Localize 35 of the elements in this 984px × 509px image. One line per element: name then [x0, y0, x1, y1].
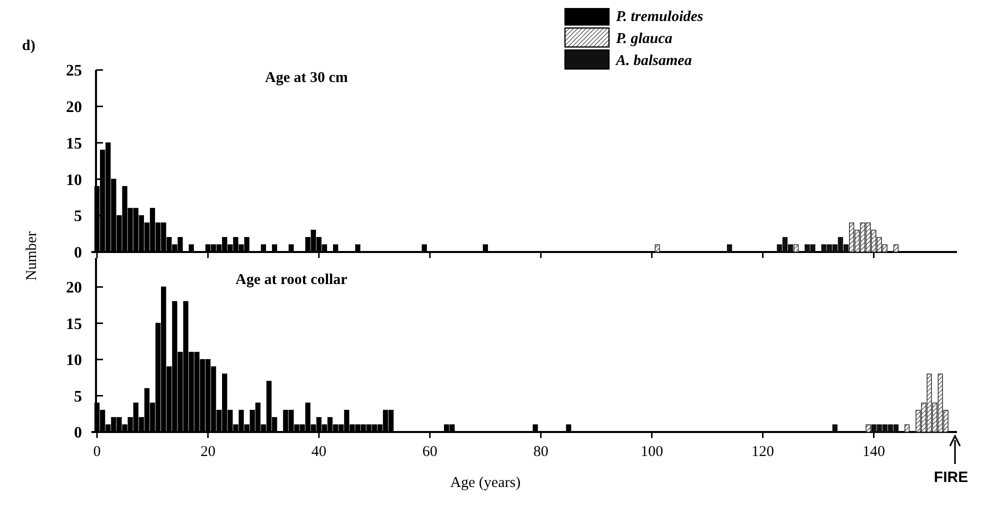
y-tick-label: 0 [74, 424, 82, 442]
x-tick-label: 0 [93, 444, 101, 460]
x-tick-label: 40 [311, 444, 326, 460]
y-tick-label: 25 [66, 62, 82, 80]
text: d) [22, 38, 36, 54]
y-tick-label: 5 [74, 388, 82, 406]
chart-title: Age at 30 cm [265, 70, 348, 86]
x-tick-label: 20 [200, 444, 216, 460]
y-tick-label: 10 [66, 172, 82, 189]
y-axis-title: Number [24, 231, 40, 281]
x-tick-label: 120 [752, 444, 774, 460]
y-tick-label: 10 [66, 352, 82, 370]
legend-label: P. tremuloides [616, 9, 704, 25]
bar [832, 424, 838, 432]
text: FIRE [934, 469, 968, 486]
x-tick-label: 60 [422, 444, 438, 460]
bar [866, 424, 871, 432]
y-tick-label: 5 [74, 208, 82, 226]
y-tick-label: 15 [66, 135, 82, 152]
text: Age at root collar [236, 272, 348, 288]
bar [654, 244, 660, 252]
x-tick-label: 100 [640, 444, 664, 460]
bar [726, 244, 732, 252]
bar [893, 244, 899, 252]
y-tick-label: 20 [66, 99, 82, 116]
x-axis-title: Age (years) [450, 475, 521, 491]
y-tick-label: 15 [66, 316, 82, 333]
legend-label: P. glauca [616, 31, 673, 47]
x-tick-label: 140 [862, 444, 886, 460]
bar [794, 244, 799, 252]
y-tick-label: 20 [66, 280, 82, 297]
x-tick-label: 80 [533, 444, 548, 460]
y-tick-label: 0 [74, 244, 82, 262]
bar [904, 424, 910, 432]
legend-label: A. balsamea [615, 53, 692, 69]
